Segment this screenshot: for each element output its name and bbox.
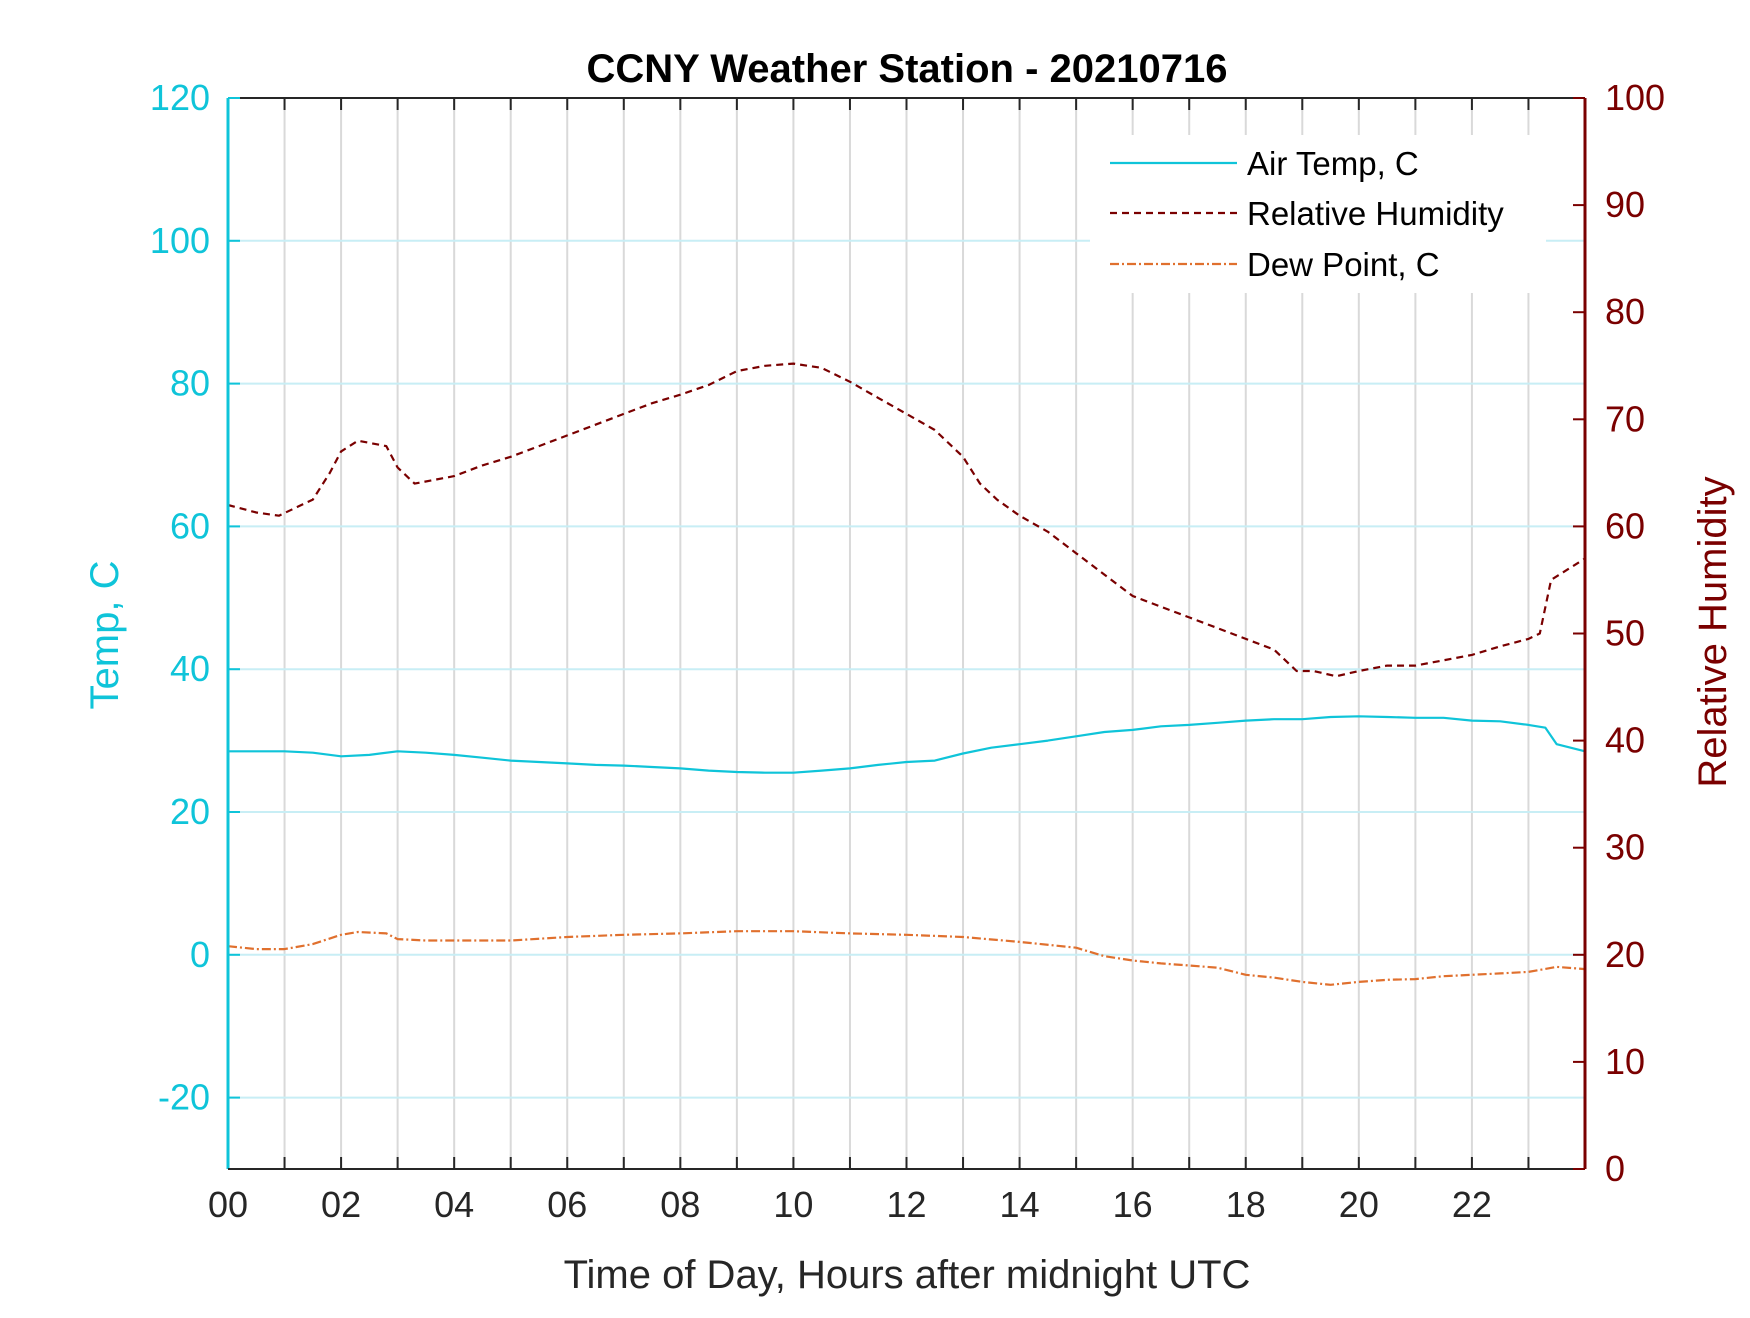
y-axis-right-label: Relative Humidity <box>1691 476 1735 787</box>
y-right-tick-label: 40 <box>1605 720 1645 761</box>
x-tick-label: 08 <box>660 1184 700 1225</box>
series-line-dew-point-c <box>227 930 1586 986</box>
y-right-tick-label: 90 <box>1605 184 1645 225</box>
x-tick-label: 16 <box>1113 1184 1153 1225</box>
y-left-tick-label: 20 <box>170 791 210 832</box>
x-tick-label: 12 <box>886 1184 926 1225</box>
grid-layer <box>228 98 1585 1169</box>
y-left-tick-label: 80 <box>170 363 210 404</box>
x-tick-label: 10 <box>773 1184 813 1225</box>
y-right-tick-label: 80 <box>1605 291 1645 332</box>
y-left-tick-label: 0 <box>190 934 210 975</box>
y-right-tick-label: 30 <box>1605 827 1645 868</box>
series-layer <box>227 362 1586 986</box>
x-tick-label: 02 <box>321 1184 361 1225</box>
x-tick-label: 22 <box>1452 1184 1492 1225</box>
y-right-tick-label: 20 <box>1605 934 1645 975</box>
x-tick-label: 00 <box>208 1184 248 1225</box>
y-right-tick-label: 50 <box>1605 613 1645 654</box>
legend-label-relative-humidity: Relative Humidity <box>1247 195 1504 232</box>
y-right-tick-label: 70 <box>1605 398 1645 439</box>
y-right-tick-label: 60 <box>1605 505 1645 546</box>
x-tick-label: 14 <box>1000 1184 1040 1225</box>
y-left-tick-label: 60 <box>170 505 210 546</box>
x-tick-label: 20 <box>1339 1184 1379 1225</box>
legend: Air Temp, C Relative Humidity Dew Point,… <box>1090 135 1546 293</box>
x-tick-label: 18 <box>1226 1184 1266 1225</box>
y-axis-left-label: Temp, C <box>83 561 127 710</box>
y-right-tick-label: 100 <box>1605 77 1665 118</box>
chart-title: CCNY Weather Station - 20210716 <box>587 47 1228 91</box>
y-left-tick-label: 40 <box>170 648 210 689</box>
x-axis-label: Time of Day, Hours after midnight UTC <box>564 1253 1251 1297</box>
y-right-tick-label: 10 <box>1605 1041 1645 1082</box>
series-line-air-temp-c <box>228 715 1586 774</box>
legend-background <box>1090 135 1546 293</box>
legend-label-dew-point: Dew Point, C <box>1247 246 1440 283</box>
x-tick-label: 06 <box>547 1184 587 1225</box>
x-tick-label: 04 <box>434 1184 474 1225</box>
axes-layer: 00 02 04 06 08 10 12 14 16 18 20 22-200204060801001… <box>150 77 1665 1225</box>
legend-label-air-temp: Air Temp, C <box>1247 145 1419 182</box>
y-left-tick-label: -20 <box>158 1077 210 1118</box>
y-left-tick-label: 120 <box>150 77 210 118</box>
y-right-tick-label: 0 <box>1605 1148 1625 1189</box>
y-left-tick-label: 100 <box>150 220 210 261</box>
series-line-relative-humidity <box>227 362 1586 678</box>
